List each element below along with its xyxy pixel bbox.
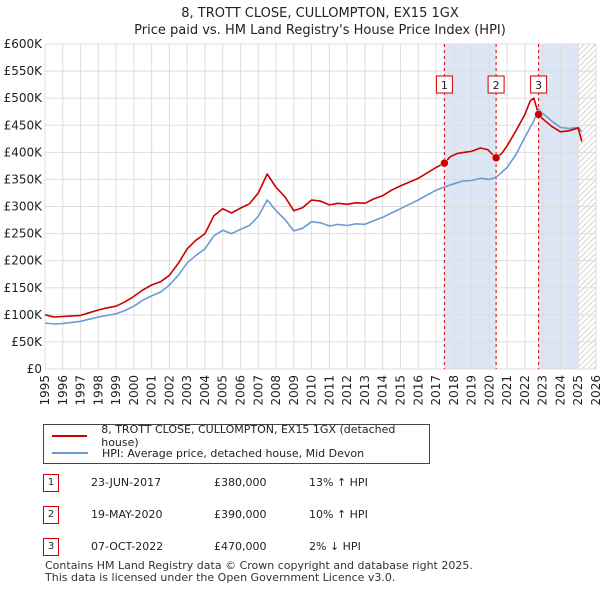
y-tick-label: £350K — [4, 172, 44, 186]
x-tick-label: 2012 — [340, 375, 354, 406]
y-tick-label: £400K — [4, 145, 44, 159]
y-tick-label: £450K — [4, 118, 44, 132]
sale-date: 23-JUN-2017 — [91, 476, 162, 489]
x-tick-label: 2005 — [216, 375, 230, 406]
y-tick-label: £300K — [4, 200, 44, 214]
x-tick-label: 1999 — [109, 375, 123, 406]
x-tick-label: 2022 — [518, 375, 532, 406]
x-tick-label: 2009 — [287, 375, 301, 406]
sale-points — [440, 110, 543, 168]
x-tick-label: 2015 — [393, 375, 407, 406]
x-tick-label: 2013 — [358, 375, 372, 406]
legend-swatch-hpi — [52, 452, 88, 454]
sale-point — [534, 110, 543, 119]
sale-number-badge: 1 — [43, 474, 59, 492]
y-tick-label: £500K — [4, 91, 44, 105]
x-tick-label: 2003 — [180, 375, 194, 406]
sale-date: 07-OCT-2022 — [91, 540, 164, 553]
x-tick-label: 2018 — [447, 375, 461, 406]
x-tick-label: 1996 — [56, 375, 70, 406]
x-tick-label: 2026 — [589, 375, 600, 406]
x-tick-label: 2007 — [251, 375, 265, 406]
x-tick-label: 2002 — [162, 375, 176, 406]
x-tick-label: 2017 — [429, 375, 443, 406]
footer: Contains HM Land Registry data © Crown c… — [45, 560, 473, 584]
grid — [44, 43, 597, 370]
price-chart: 8, TROTT CLOSE, CULLOMPTON, EX15 1GX Pri… — [4, 6, 600, 406]
sale-hpi-change: 13% ↑ HPI — [309, 476, 368, 489]
legend-swatch-property — [52, 435, 88, 437]
table-row: 3 07-OCT-2022 £470,000 2% ↓ HPI — [43, 538, 403, 558]
chart-title: 8, TROTT CLOSE, CULLOMPTON, EX15 1GX — [181, 6, 459, 21]
sale-marker-label: 2 — [493, 79, 500, 92]
x-tick-label: 2004 — [198, 375, 212, 406]
sale-number-badge: 2 — [43, 506, 59, 524]
x-tick-label: 2011 — [322, 375, 336, 406]
x-tick-label: 2021 — [500, 375, 514, 406]
x-tick-label: 2008 — [269, 375, 283, 406]
legend-label-hpi: HPI: Average price, detached house, Mid … — [102, 446, 365, 460]
table-row: 1 23-JUN-2017 £380,000 13% ↑ HPI — [43, 474, 403, 494]
x-tick-label: 2010 — [305, 375, 319, 406]
legend-label-property: 8, TROTT CLOSE, CULLOMPTON, EX15 1GX (de… — [101, 423, 396, 449]
x-tick-label: 2019 — [465, 375, 479, 406]
sale-marker-label: 1 — [441, 79, 448, 92]
sale-marker-box — [487, 75, 505, 94]
x-tick-label: 2025 — [571, 375, 585, 406]
legend-item-hpi: HPI: Average price, detached house, Mid … — [52, 445, 364, 461]
x-tick-label: 1997 — [74, 375, 88, 406]
y-tick-label: £600K — [4, 37, 44, 51]
y-tick-label: £50K — [11, 335, 43, 349]
x-tick-label: 2001 — [145, 375, 159, 406]
sale-number-badge: 3 — [43, 538, 59, 556]
sale-price: £470,000 — [214, 540, 267, 553]
sale-vertical-lines — [443, 44, 540, 369]
x-tick-label: 2000 — [127, 375, 141, 406]
y-tick-label: £200K — [4, 254, 44, 268]
chart-legend: 8, TROTT CLOSE, CULLOMPTON, EX15 1GX (de… — [43, 423, 430, 464]
sale-marker-box — [435, 75, 453, 94]
footer-copyright: Contains HM Land Registry data © Crown c… — [45, 559, 473, 572]
x-tick-label: 2014 — [376, 375, 390, 406]
y-tick-label: £150K — [4, 281, 44, 295]
sale-price: £380,000 — [214, 476, 267, 489]
sale-point — [491, 153, 501, 162]
sale-markers: 1 2 3 — [435, 75, 548, 94]
x-tick-label: 1995 — [38, 375, 52, 406]
sale-point — [440, 158, 449, 168]
x-axis-ticks: 1995 1996 1997 1998 1999 2000 2001 2002 2003 2004… — [38, 375, 600, 406]
y-axis-ticks: £0 £50K £100K £150K £200K £250K £300K £350K £400… — [4, 37, 44, 376]
sale-price: £390,000 — [214, 508, 267, 521]
legend-item-property: 8, TROTT CLOSE, CULLOMPTON, EX15 1GX (de… — [52, 423, 429, 449]
sale-marker-label: 3 — [535, 79, 542, 92]
x-tick-label: 2023 — [536, 375, 550, 406]
x-tick-label: 1998 — [91, 375, 105, 406]
chart-subtitle: Price paid vs. HM Land Registry's House … — [134, 23, 506, 38]
table-row: 2 19-MAY-2020 £390,000 10% ↑ HPI — [43, 506, 403, 526]
series-lines — [44, 97, 583, 325]
x-tick-label: 2020 — [482, 375, 496, 406]
hpi-line — [44, 108, 583, 325]
sale-hpi-change: 10% ↑ HPI — [309, 508, 368, 521]
sale-marker-box — [530, 75, 548, 94]
y-tick-label: £0 — [27, 362, 42, 376]
sale-hpi-change: 2% ↓ HPI — [309, 540, 361, 553]
x-tick-label: 2016 — [411, 375, 425, 406]
x-tick-label: 2024 — [553, 375, 567, 406]
y-tick-label: £250K — [4, 227, 44, 241]
y-tick-label: £100K — [4, 308, 44, 322]
property-price-line — [44, 97, 583, 318]
x-tick-label: 2006 — [234, 375, 248, 406]
footer-licence: This data is licensed under the Open Gov… — [45, 571, 396, 584]
sale-date: 19-MAY-2020 — [91, 508, 163, 521]
y-tick-label: £550K — [4, 64, 44, 78]
